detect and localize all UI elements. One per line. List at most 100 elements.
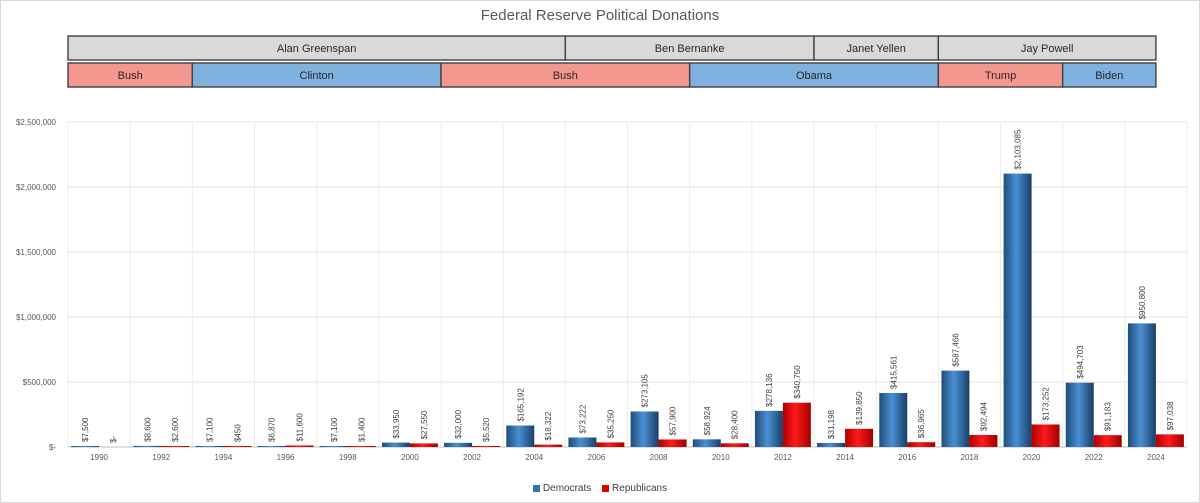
- bar-democrats-2020: [1003, 173, 1032, 448]
- data-label: $273,105: [641, 374, 650, 408]
- fed-chair-band: [937, 35, 1157, 61]
- bar-republicans-2020: [1031, 424, 1060, 447]
- president-band: [440, 62, 691, 88]
- x-tick-label: 1996: [277, 453, 295, 462]
- bar-democrats-1994: [195, 446, 224, 447]
- data-label: $7,100: [330, 417, 339, 442]
- bar-democrats-1996: [257, 446, 286, 447]
- bar-democrats-2014: [817, 442, 846, 447]
- y-tick-label: $-: [49, 443, 56, 452]
- legend-item-democrats: Democrats: [532, 483, 592, 494]
- bar-democrats-2018: [941, 370, 970, 447]
- data-label: $139,850: [855, 391, 864, 425]
- bar-democrats-2006: [568, 437, 597, 447]
- x-tick-label: 2006: [588, 453, 606, 462]
- bar-democrats-2004: [506, 425, 535, 447]
- data-label: $587,466: [951, 333, 960, 367]
- x-tick-label: 2002: [463, 453, 481, 462]
- data-label: $57,900: [669, 406, 678, 435]
- bar-republicans-2000: [409, 443, 438, 447]
- data-label: $32,000: [454, 409, 463, 438]
- data-label: $35,250: [606, 409, 615, 438]
- fed-chair-band: [813, 35, 940, 61]
- data-label: $27,550: [420, 410, 429, 439]
- fed-chair-label: Ben Bernanke: [655, 43, 725, 55]
- bar-republicans-2008: [658, 439, 687, 447]
- data-label: $450: [233, 424, 242, 442]
- x-tick-label: 2018: [961, 453, 979, 462]
- x-tick-label: 2012: [774, 453, 792, 462]
- president-band: [688, 62, 940, 88]
- data-label: $18,322: [544, 411, 553, 440]
- data-label: $1,400: [358, 417, 367, 442]
- data-label: $91,183: [1104, 402, 1113, 431]
- x-tick-label: 2004: [525, 453, 543, 462]
- y-tick-label: $2,000,000: [16, 183, 57, 192]
- data-label: $33,950: [392, 409, 401, 438]
- y-tick-label: $2,500,000: [16, 118, 57, 127]
- data-label: $173,252: [1042, 387, 1051, 421]
- president-band: [191, 62, 442, 88]
- bar-republicans-2002: [472, 446, 501, 447]
- data-label: $278,136: [765, 373, 774, 407]
- fed-chair-band: [67, 35, 567, 61]
- data-label: $950,800: [1138, 285, 1147, 319]
- fed-chair-label: Janet Yellen: [846, 43, 905, 55]
- bar-democrats-2008: [630, 411, 659, 447]
- x-tick-label: 1994: [215, 453, 233, 462]
- bar-democrats-1998: [319, 446, 348, 447]
- data-label: $73,222: [578, 404, 587, 433]
- data-label: $7,500: [81, 417, 90, 442]
- data-label: $7,100: [205, 417, 214, 442]
- data-label: $28,400: [731, 410, 740, 439]
- president-label: Bush: [553, 70, 578, 82]
- data-label: $340,750: [793, 365, 802, 399]
- legend-label-democrats: Democrats: [542, 483, 592, 494]
- bar-republicans-2012: [782, 402, 811, 447]
- bar-democrats-2010: [692, 439, 721, 447]
- bar-republicans-1996: [285, 445, 314, 447]
- x-tick-label: 2014: [836, 453, 854, 462]
- fed-chair-band: [564, 35, 815, 61]
- x-tick-label: 2016: [898, 453, 916, 462]
- president-band: [1061, 62, 1157, 88]
- data-label: $165,192: [516, 388, 525, 422]
- data-label: $8,600: [143, 417, 152, 442]
- bar-republicans-1998: [347, 446, 376, 447]
- bar-democrats-1992: [133, 445, 162, 447]
- legend: Democrats Republicans: [0, 483, 1200, 495]
- x-tick-label: 2010: [712, 453, 730, 462]
- bar-republicans-2010: [720, 443, 749, 447]
- data-label: $2,103,085: [1014, 129, 1023, 170]
- president-label: Obama: [796, 70, 833, 82]
- fed-chair-label: Alan Greenspan: [277, 43, 357, 55]
- y-tick-label: $1,500,000: [16, 248, 57, 257]
- bar-democrats-2024: [1127, 323, 1156, 447]
- bar-democrats-2022: [1065, 382, 1094, 447]
- bar-republicans-2022: [1093, 435, 1122, 447]
- data-label: $494,703: [1076, 345, 1085, 379]
- bar-democrats-2002: [444, 442, 473, 447]
- president-label: Clinton: [300, 70, 334, 82]
- x-tick-label: 2000: [401, 453, 419, 462]
- bar-democrats-2016: [879, 392, 908, 447]
- x-tick-label: 1992: [152, 453, 170, 462]
- chart-title: Federal Reserve Political Donations: [480, 7, 720, 24]
- data-label: $-: [109, 436, 118, 443]
- president-label: Trump: [985, 70, 1016, 82]
- data-label: $11,600: [296, 413, 305, 442]
- president-band: [67, 62, 194, 88]
- data-label: $97,038: [1166, 401, 1175, 430]
- data-label: $36,965: [917, 409, 926, 438]
- bar-republicans-2004: [534, 444, 563, 447]
- data-label: $31,198: [827, 409, 836, 438]
- x-tick-label: 1998: [339, 453, 357, 462]
- bar-democrats-1990: [71, 446, 100, 447]
- data-label: $415,561: [889, 355, 898, 389]
- x-tick-label: 1990: [90, 453, 108, 462]
- data-label: $2,600: [171, 417, 180, 442]
- bar-democrats-2000: [381, 442, 410, 447]
- x-tick-label: 2020: [1023, 453, 1041, 462]
- bar-republicans-2006: [596, 442, 625, 447]
- fed-chair-label: Jay Powell: [1021, 43, 1074, 55]
